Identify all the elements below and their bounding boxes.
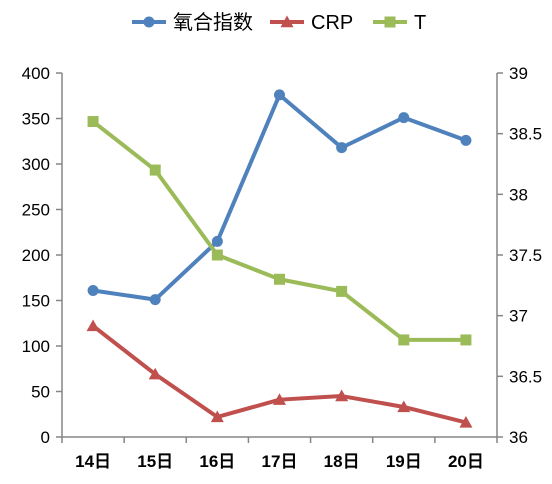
data-point <box>398 334 410 346</box>
data-point <box>86 319 100 332</box>
y-left-tick-label: 0 <box>41 428 50 447</box>
series-line <box>91 119 466 342</box>
data-point <box>148 367 162 380</box>
legend-item-1: CRP <box>270 12 353 34</box>
data-point <box>274 89 285 101</box>
legend-label: T <box>414 12 426 34</box>
x-tick-label: 14日 <box>75 452 111 471</box>
data-point <box>335 389 349 402</box>
x-tick-label: 17日 <box>262 452 298 471</box>
y-left-tick-label: 150 <box>22 292 50 311</box>
data-point <box>460 134 472 146</box>
data-point <box>459 415 473 428</box>
data-point <box>210 410 224 423</box>
series-2 <box>87 116 472 346</box>
legend-swatch-marker <box>143 16 155 28</box>
x-tick-label: 16日 <box>199 452 235 471</box>
axes: 0 50 100 150 200 250 300 350 400 36 36.5 37 37.5 38 38… <box>22 64 542 471</box>
data-point <box>211 249 223 261</box>
legend-swatch-marker <box>280 15 294 28</box>
y-left-tick-label: 200 <box>22 246 50 265</box>
y-right-tick-label: 36 <box>509 428 528 447</box>
y-left-tick-label: 350 <box>22 110 50 129</box>
data-point <box>397 400 411 413</box>
x-tick-label: 20日 <box>448 452 484 471</box>
y-left-tick-label: 300 <box>22 155 50 174</box>
y-right-tick-label: 39 <box>509 64 528 83</box>
x-tick-label: 18日 <box>324 452 360 471</box>
legend-swatch-marker <box>384 16 396 28</box>
data-point <box>460 334 472 346</box>
legend-item-0: 氧合指数 <box>132 11 253 34</box>
legend: 氧合指数 CRP T <box>132 11 426 34</box>
y-right-tick-label: 36.5 <box>509 367 542 386</box>
y-right-tick-label: 37.5 <box>509 246 542 265</box>
y-right-tick-label: 38.5 <box>509 125 542 144</box>
data-point <box>274 273 285 285</box>
x-tick-label: 15日 <box>137 452 173 471</box>
y-left-tick-label: 100 <box>22 337 50 356</box>
y-right-tick-label: 37 <box>509 307 528 326</box>
y-left-tick-label: 250 <box>22 201 50 220</box>
data-point <box>149 164 161 176</box>
data-point <box>398 112 410 124</box>
y-left-tick-label: 50 <box>31 383 50 402</box>
data-point <box>336 285 348 297</box>
data-point <box>273 393 286 405</box>
y-left-tick-label: 400 <box>22 64 50 83</box>
series-layer <box>86 89 473 428</box>
data-point <box>149 294 161 306</box>
series-line <box>92 92 467 302</box>
legend-label: 氧合指数 <box>173 11 253 34</box>
y-right-tick-label: 38 <box>509 185 528 204</box>
data-point <box>87 284 99 296</box>
series-0 <box>87 89 472 306</box>
data-point <box>211 235 223 247</box>
x-tick-label: 19日 <box>386 452 422 471</box>
legend-item-2: T <box>373 12 426 34</box>
data-point <box>87 116 99 128</box>
data-point <box>336 142 348 154</box>
legend-label: CRP <box>311 12 353 34</box>
series-1 <box>86 319 473 428</box>
